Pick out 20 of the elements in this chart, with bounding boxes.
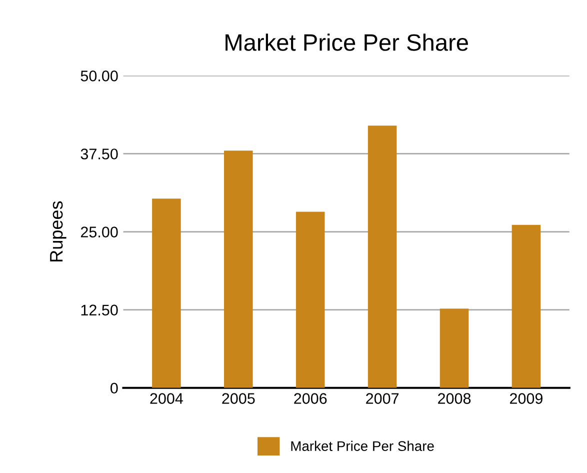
bar bbox=[296, 212, 325, 388]
y-tick-label: 0 bbox=[110, 382, 118, 394]
x-tick-label: 2007 bbox=[366, 393, 399, 404]
x-tick-label: 2004 bbox=[150, 393, 183, 404]
bar bbox=[512, 224, 541, 388]
y-tick-label: 25.00 bbox=[80, 226, 118, 238]
y-tick-label: 50.00 bbox=[80, 70, 118, 82]
y-tick-label: 37.50 bbox=[80, 148, 118, 160]
bar bbox=[224, 150, 253, 388]
y-axis-title: Rupees bbox=[50, 201, 66, 262]
x-tick-label: 2006 bbox=[294, 393, 327, 404]
chart-title: Market Price Per Share bbox=[226, 34, 468, 51]
x-tick-label: 2008 bbox=[438, 393, 471, 404]
x-tick-label: 2005 bbox=[222, 393, 255, 404]
y-tick-label: 12.50 bbox=[81, 304, 118, 316]
bar bbox=[368, 126, 397, 388]
bar bbox=[440, 308, 469, 388]
legend-label: Market Price Per Share bbox=[291, 440, 434, 452]
bar bbox=[152, 198, 181, 388]
x-tick-label: 2009 bbox=[510, 393, 542, 404]
